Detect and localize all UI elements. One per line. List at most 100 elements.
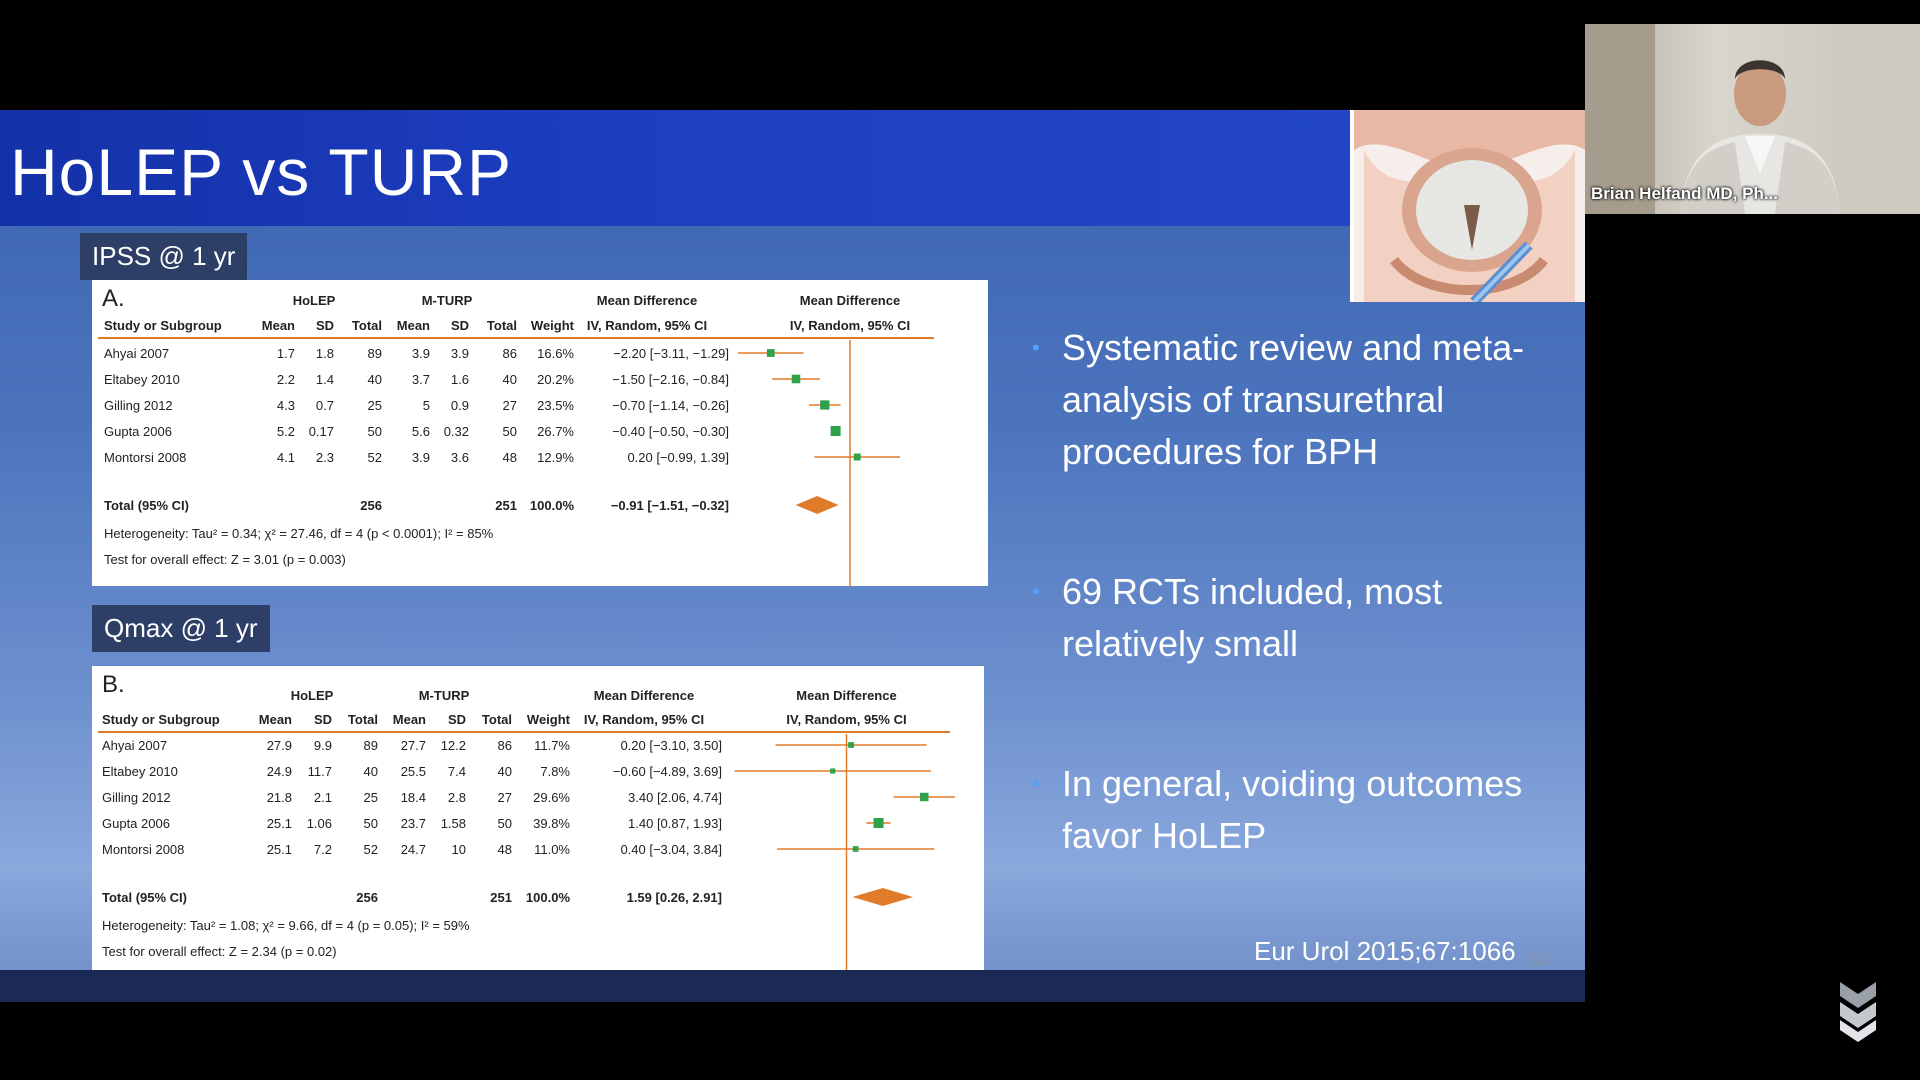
group-header-holep: HoLEP — [291, 688, 334, 703]
column-header: Weight — [531, 318, 575, 333]
table-cell: 20.2% — [537, 372, 574, 387]
panel-b-label: Qmax @ 1 yr — [92, 605, 270, 652]
app-logo-icon — [1838, 980, 1878, 1049]
group-header-mturp: M-TURP — [419, 688, 470, 703]
total-label: Total (95% CI) — [104, 498, 189, 513]
bullet-list: • Systematic review and meta-analysis of… — [1030, 310, 1570, 862]
bullet-item: • 69 RCTs included, most relatively smal… — [1030, 566, 1570, 670]
table-cell: 27 — [498, 790, 512, 805]
forest-plot-b-svg: B. HoLEP M-TURP Mean Difference Mean Differe… — [98, 671, 955, 1002]
table-cell: 40 — [368, 372, 382, 387]
table-cell: 2.1 — [314, 790, 332, 805]
table-cell: 11.7% — [534, 738, 570, 753]
table-cell: 89 — [368, 346, 382, 361]
column-header: Total — [348, 712, 378, 727]
table-cell: 5.6 — [412, 424, 430, 439]
study-name: Gilling 2012 — [104, 398, 173, 413]
table-cell: 7.8% — [540, 764, 570, 779]
bullet-text: In general, voiding outcomes favor HoLEP — [1062, 763, 1523, 856]
bullet-dot-icon: • — [1032, 579, 1040, 604]
plot-header: Mean Difference — [796, 688, 896, 703]
ci-value: 0.20 [−3.10, 3.50] — [620, 738, 722, 753]
table-cell: 50 — [364, 816, 378, 831]
table-cell: 1.8 — [316, 346, 334, 361]
effect-marker — [848, 742, 854, 748]
bullet-dot-icon: • — [1032, 771, 1040, 796]
table-cell: 23.5% — [537, 398, 574, 413]
forest-plot-b: B. HoLEP M-TURP Mean Difference Mean Differe… — [92, 666, 984, 1002]
ci-value: −2.20 [−3.11, −1.29] — [613, 346, 729, 361]
table-cell: 21.8 — [267, 790, 292, 805]
column-header: Mean — [259, 712, 292, 727]
table-cell: 24.7 — [401, 842, 426, 857]
study-name: Eltabey 2010 — [102, 764, 178, 779]
table-cell: 3.6 — [451, 450, 469, 465]
table-cell: 89 — [364, 738, 378, 753]
md-subheader: IV, Random, 95% CI — [587, 318, 707, 333]
total-n-holep: 256 — [360, 498, 382, 513]
plot-subheader: IV, Random, 95% CI — [790, 318, 910, 333]
forest-plot-a-svg: A. HoLEP M-TURP Mean Difference Mean Differe… — [98, 285, 946, 690]
citation: Eur Urol 2015;67:1066 — [1254, 936, 1516, 966]
slide-title: HoLEP vs TURP — [10, 135, 513, 209]
table-cell: 0.32 — [444, 424, 469, 439]
ci-value: 0.40 [−3.04, 3.84] — [620, 842, 722, 857]
table-cell: 86 — [498, 738, 512, 753]
table-cell: 1.6 — [451, 372, 469, 387]
table-cell: 12.2 — [441, 738, 466, 753]
table-cell: 25.1 — [267, 816, 292, 831]
speaker-name: Brian Helfand MD, Ph... — [1591, 184, 1779, 203]
presentation-slide: HoLEP vs TURP IPSS @ 1 yr A. HoLEP M-TURP M… — [0, 110, 1585, 1002]
effect-marker — [791, 374, 801, 384]
total-ci: −0.91 [−1.51, −0.32] — [611, 498, 729, 513]
table-cell: 12.9% — [537, 450, 574, 465]
effect-marker — [920, 792, 929, 802]
speaker-video-tile[interactable]: Brian Helfand MD, Ph... — [1585, 24, 1920, 214]
table-cell: 0.17 — [309, 424, 334, 439]
heterogeneity-text: Heterogeneity: Tau² = 0.34; χ² = 27.46, … — [104, 526, 494, 541]
table-cell: 23.7 — [401, 816, 426, 831]
column-header: Total — [482, 712, 512, 727]
effect-marker — [853, 453, 861, 461]
table-cell: 48 — [498, 842, 512, 857]
ci-value: −0.40 [−0.50, −0.30] — [612, 424, 729, 439]
table-cell: 40 — [503, 372, 517, 387]
table-cell: 2.2 — [277, 372, 295, 387]
effect-marker — [830, 768, 836, 774]
table-cell: 2.3 — [316, 450, 334, 465]
table-cell: 9.9 — [314, 738, 332, 753]
column-header: Mean — [393, 712, 426, 727]
effect-marker — [820, 400, 830, 410]
table-cell: 0.7 — [316, 398, 334, 413]
table-cell: 0.9 — [451, 398, 469, 413]
ci-value: 0.20 [−0.99, 1.39] — [627, 450, 729, 465]
pooled-diamond — [795, 496, 839, 514]
column-header: Total — [487, 318, 517, 333]
table-cell: 1.58 — [441, 816, 466, 831]
md-header: Mean Difference — [597, 293, 697, 308]
bullet-text: Systematic review and meta-analysis of t… — [1062, 327, 1525, 472]
pooled-diamond — [852, 888, 914, 906]
table-cell: 25 — [368, 398, 382, 413]
table-cell: 27.7 — [401, 738, 426, 753]
title-bar: HoLEP vs TURP — [0, 110, 1350, 226]
table-cell: 1.4 — [316, 372, 334, 387]
table-cell: 3.7 — [412, 372, 430, 387]
md-subheader: IV, Random, 95% CI — [584, 712, 704, 727]
total-ci: 1.59 [0.26, 2.91] — [627, 890, 722, 905]
study-name: Ahyai 2007 — [104, 346, 169, 361]
plot-header: Mean Difference — [800, 293, 900, 308]
total-weight: 100.0% — [530, 498, 575, 513]
study-name: Montorsi 2008 — [102, 842, 184, 857]
total-weight: 100.0% — [526, 890, 571, 905]
total-n-mturp: 251 — [495, 498, 517, 513]
effect-marker — [873, 818, 884, 828]
table-cell: 86 — [503, 346, 517, 361]
column-header: Study or Subgroup — [104, 318, 222, 333]
table-cell: 25.1 — [267, 842, 292, 857]
ci-value: 3.40 [2.06, 4.74] — [628, 790, 722, 805]
column-header: SD — [314, 712, 332, 727]
table-cell: 3.9 — [412, 450, 430, 465]
table-cell: 48 — [503, 450, 517, 465]
column-header: Mean — [262, 318, 295, 333]
